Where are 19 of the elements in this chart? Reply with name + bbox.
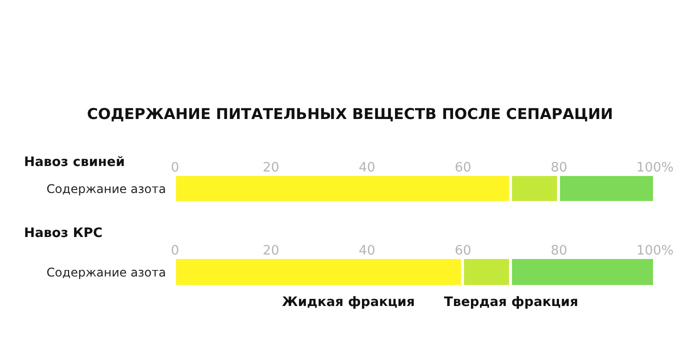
x-tick-label: 60 <box>454 160 472 176</box>
annotation: Жидкая фракция <box>282 295 415 310</box>
y-tick-label: Содержание азота <box>46 266 166 280</box>
chart-subtitle: Навоз свиней <box>24 155 125 170</box>
y-tick-label: Содержание азота <box>46 182 166 196</box>
x-tick-label: 80 <box>550 243 568 258</box>
x-tick-label: 40 <box>358 243 376 258</box>
x-tick-label: 20 <box>262 243 280 258</box>
x-tick-label: 100% <box>636 243 674 258</box>
text: Навоз КРС <box>24 226 103 241</box>
x-tick-label: 100% <box>636 160 674 176</box>
x-tick-label: 20 <box>262 160 280 176</box>
x-tick-label: 80 <box>550 160 568 176</box>
chart-title: СОДЕРЖАНИЕ ПИТАТЕЛЬНЫХ ВЕЩЕСТВ ПОСЛЕ СЕПАРАЦИИ <box>87 105 614 123</box>
x-tick-label: 0 <box>170 243 180 258</box>
x-tick-label: 0 <box>170 160 180 176</box>
annotation: Твердая фракция <box>444 295 578 310</box>
x-tick-label: 40 <box>358 160 376 176</box>
x-tick-label: 60 <box>454 243 472 258</box>
